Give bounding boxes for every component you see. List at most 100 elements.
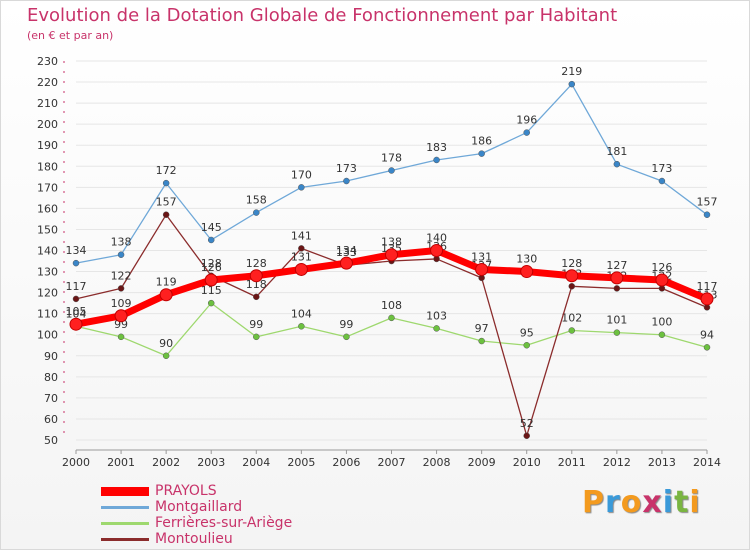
data-point xyxy=(610,271,624,285)
data-label: 90 xyxy=(159,337,173,350)
data-label: 186 xyxy=(471,135,492,148)
data-point xyxy=(700,292,714,306)
legend-swatch xyxy=(101,506,149,509)
data-label: 118 xyxy=(246,278,267,291)
data-point xyxy=(568,283,576,290)
data-label: 181 xyxy=(606,145,627,158)
x-tick-label: 2012 xyxy=(603,456,631,469)
y-tick-label: 160 xyxy=(37,202,58,215)
y-tick-label: 140 xyxy=(37,245,58,258)
data-point xyxy=(162,352,170,360)
legend-label: Montgaillard xyxy=(155,499,243,515)
data-point xyxy=(72,259,80,267)
y-tick-label: 50 xyxy=(44,434,58,447)
logo-letter: t xyxy=(674,485,690,520)
data-label: 105 xyxy=(66,305,87,318)
data-label: 109 xyxy=(111,297,132,310)
data-label: 170 xyxy=(291,168,312,181)
data-label: 145 xyxy=(201,221,222,234)
y-tick-label: 60 xyxy=(44,413,58,426)
data-label: 134 xyxy=(66,244,87,257)
data-point xyxy=(162,179,170,187)
data-point xyxy=(117,251,125,258)
data-point xyxy=(433,325,440,332)
logo-letter: P xyxy=(582,485,605,520)
data-point xyxy=(388,167,395,174)
data-label: 99 xyxy=(339,318,353,331)
data-point xyxy=(207,236,215,244)
data-label: 157 xyxy=(156,196,177,209)
proxiti-logo: Proxiti xyxy=(582,485,701,520)
chart-subtitle: (en € et par an) xyxy=(27,29,114,42)
data-point xyxy=(117,333,125,341)
data-point xyxy=(523,129,530,136)
data-point xyxy=(69,317,83,331)
data-label: 94 xyxy=(700,328,714,341)
logo-letter: r xyxy=(605,485,621,520)
legend-label: Ferrières-sur-Ariège xyxy=(155,515,293,531)
data-point xyxy=(72,295,80,303)
x-tick-label: 2003 xyxy=(197,456,225,469)
x-tick-label: 2000 xyxy=(62,456,90,469)
data-label: 172 xyxy=(156,164,177,177)
data-point xyxy=(658,177,666,185)
y-tick-label: 200 xyxy=(37,118,58,131)
data-point xyxy=(343,333,350,341)
data-label: 97 xyxy=(475,322,489,335)
data-point xyxy=(114,309,128,323)
data-label: 134 xyxy=(336,244,357,257)
data-label: 173 xyxy=(651,162,672,175)
data-label: 128 xyxy=(246,257,267,270)
y-tick-label: 70 xyxy=(44,392,58,405)
data-point xyxy=(520,265,534,279)
data-label: 100 xyxy=(651,316,672,329)
data-point xyxy=(658,331,666,338)
data-label: 122 xyxy=(111,269,132,282)
data-point xyxy=(343,177,350,185)
data-label: 140 xyxy=(426,232,447,245)
x-tick-label: 2001 xyxy=(107,456,135,469)
data-point xyxy=(207,299,215,307)
data-label: 128 xyxy=(561,257,582,270)
data-point xyxy=(475,262,489,276)
y-tick-label: 210 xyxy=(37,97,58,110)
y-tick-label: 130 xyxy=(37,266,58,279)
chart-title: Evolution de la Dotation Globale de Fonc… xyxy=(27,5,618,26)
data-label: 138 xyxy=(381,236,402,249)
y-tick-label: 100 xyxy=(37,329,58,342)
data-label: 117 xyxy=(697,280,718,293)
logo-letter: i xyxy=(662,485,675,520)
data-label: 119 xyxy=(156,276,177,289)
data-label: 101 xyxy=(606,314,627,327)
data-label: 178 xyxy=(381,151,402,164)
data-label: 95 xyxy=(520,326,534,339)
legend-swatch xyxy=(101,538,149,541)
data-point xyxy=(613,160,621,168)
x-tick-label: 2013 xyxy=(648,456,676,469)
data-point xyxy=(294,262,308,276)
x-tick-label: 2002 xyxy=(152,456,180,469)
data-point xyxy=(703,344,711,351)
data-label: 183 xyxy=(426,141,447,154)
data-label: 104 xyxy=(66,307,87,320)
data-point xyxy=(613,285,621,292)
data-label: 138 xyxy=(111,236,132,249)
y-tick-label: 90 xyxy=(44,350,58,363)
legend-label: Montoulieu xyxy=(155,531,233,547)
x-tick-label: 2004 xyxy=(242,456,270,469)
data-point xyxy=(613,329,621,336)
data-point xyxy=(253,333,260,341)
data-point xyxy=(655,273,669,287)
x-tick-label: 2010 xyxy=(513,456,541,469)
data-label: 117 xyxy=(66,280,87,293)
data-point xyxy=(162,211,170,218)
y-tick-label: 80 xyxy=(44,371,58,384)
data-label: 141 xyxy=(291,229,312,242)
data-point xyxy=(253,293,260,301)
y-tick-label: 180 xyxy=(37,160,58,173)
data-label: 131 xyxy=(291,250,312,263)
y-tick-label: 120 xyxy=(37,287,58,300)
y-tick-label: 230 xyxy=(37,55,58,68)
x-tick-label: 2005 xyxy=(287,456,315,469)
data-point xyxy=(159,288,173,302)
